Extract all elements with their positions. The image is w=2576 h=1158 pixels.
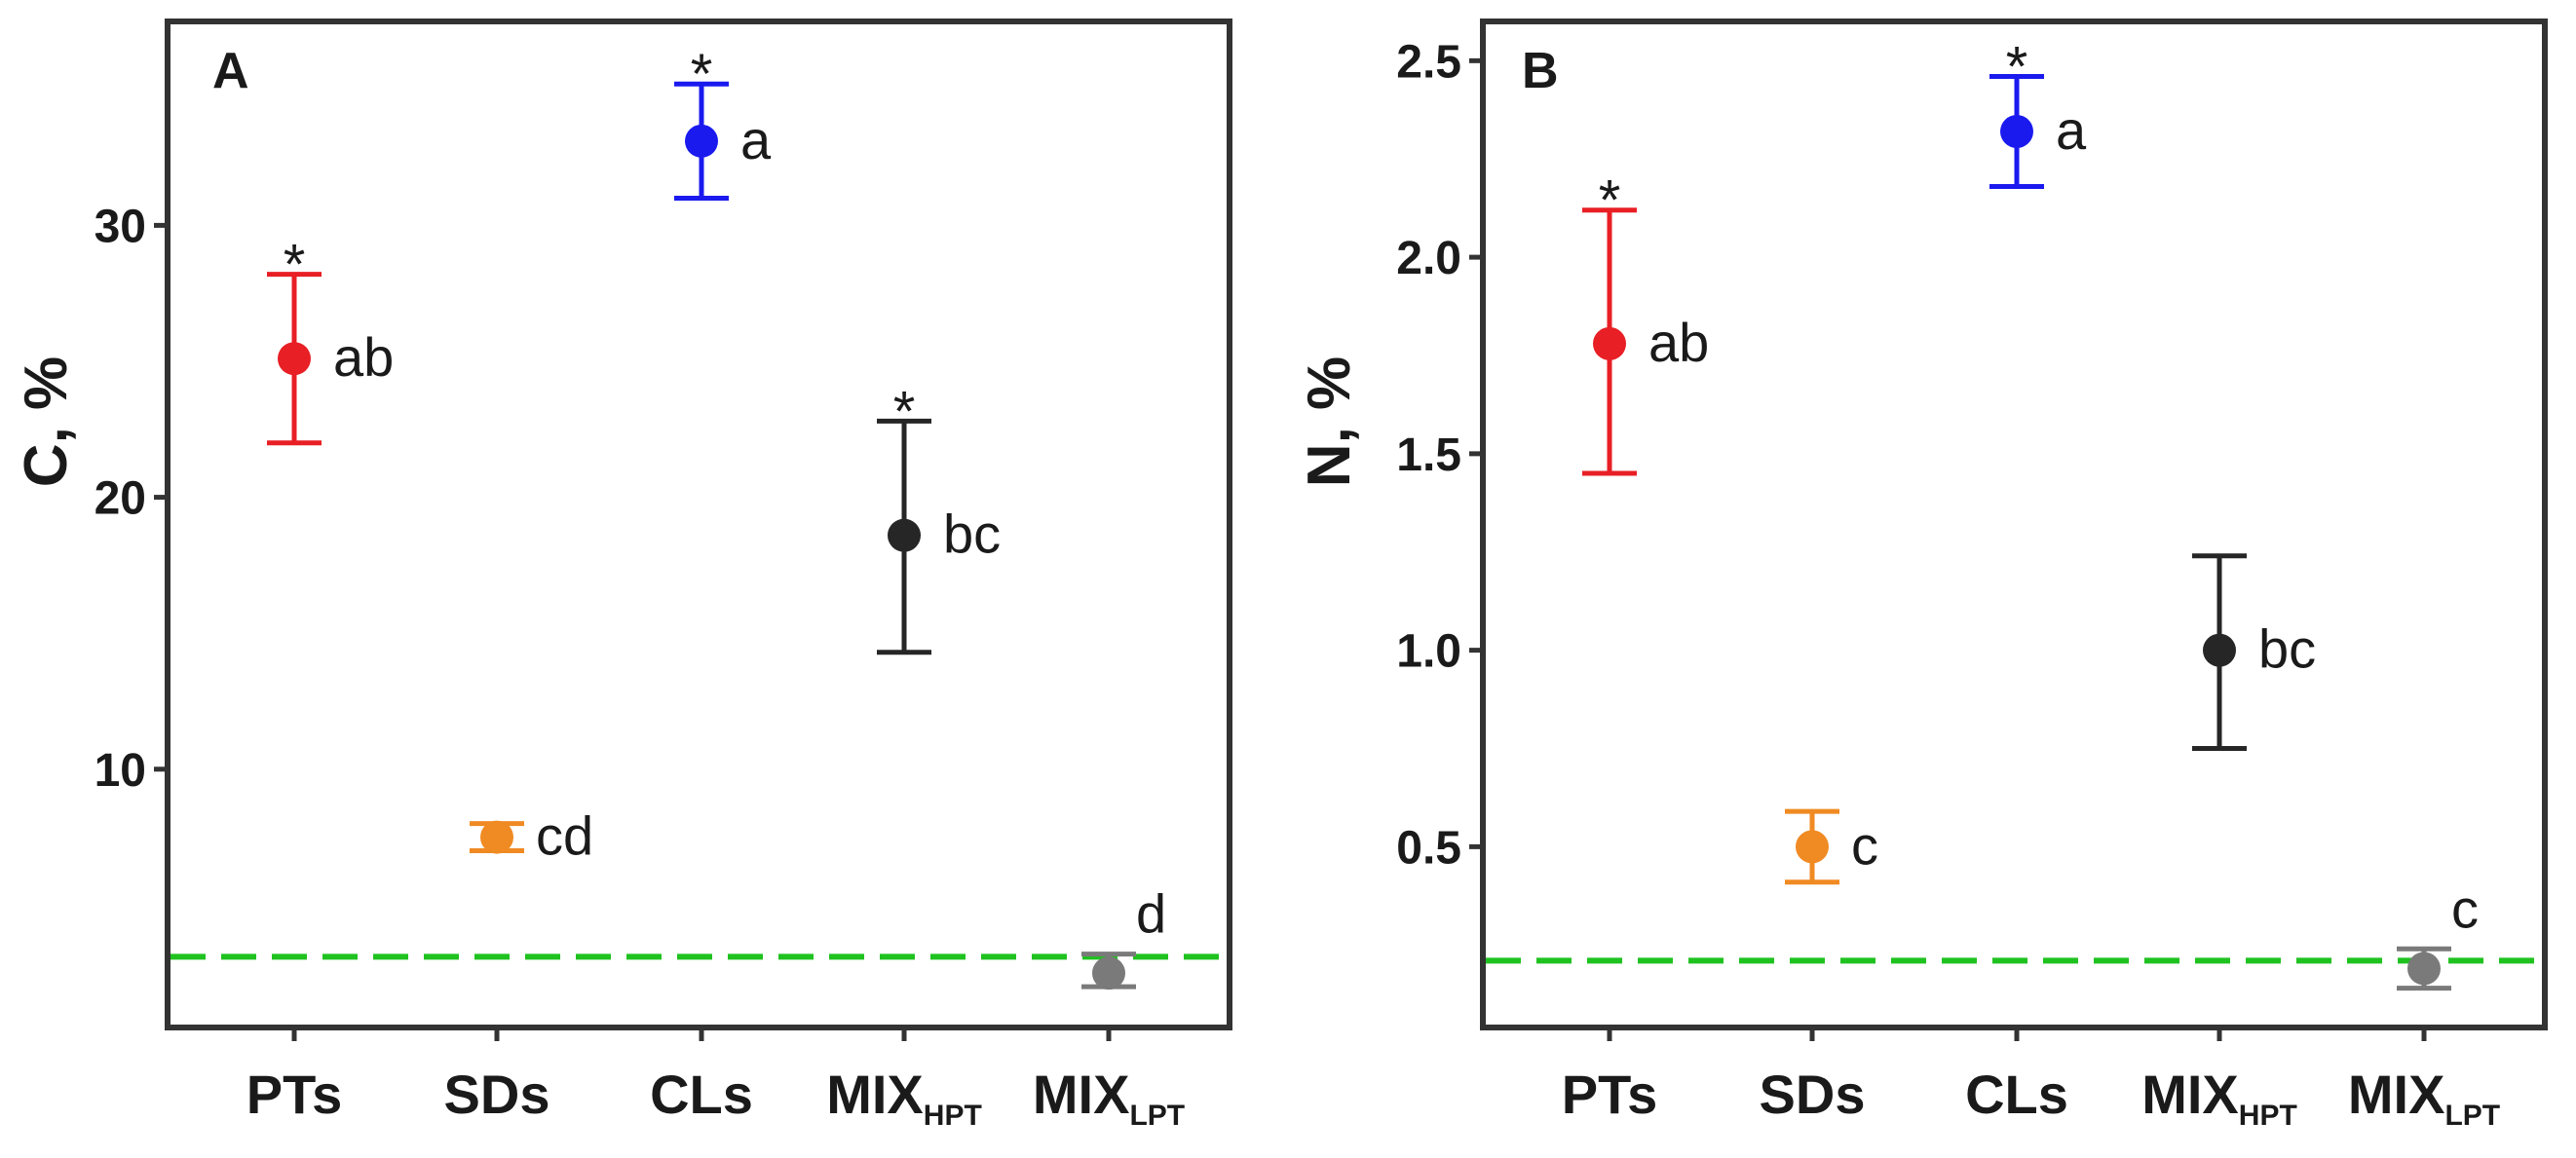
data-point [2407,952,2441,986]
group-letter-label: a [740,109,772,170]
x-tick-label: MIXLPT [2348,1064,2500,1132]
data-point [685,124,718,158]
y-tick-label: 10 [95,745,146,797]
data-point-group: * bc [877,380,1001,655]
data-point [480,820,513,854]
x-tick-label: SDs [444,1064,550,1125]
data-point-group: bc [2192,553,2316,752]
data-point [2000,114,2033,148]
significance-star: * [284,234,306,297]
y-tick-label: 30 [95,201,146,252]
group-letter-label: c [1851,814,1878,876]
significance-star: * [2006,35,2028,98]
x-tick-label-subscript: HPT [2239,1100,2297,1132]
y-tick-label: 2.5 [1396,36,1461,88]
data-point [278,342,311,376]
y-tick-label: 1.0 [1396,626,1461,678]
data-point [888,518,921,552]
x-tick-label: MIXHPT [826,1064,982,1132]
data-point [2203,633,2236,667]
x-tick-label: SDs [1760,1064,1866,1125]
group-letter-label: cd [536,805,593,867]
data-point-group: * ab [1582,169,1709,476]
y-axis-label: N, % [1296,356,1363,487]
y-tick-label: 0.5 [1396,822,1461,874]
group-letter-label: ab [1648,312,1709,373]
data-point-group: cd [470,805,593,867]
data-point [1796,830,1829,864]
data-point-group: *a [674,43,772,201]
panel-label: B [1522,43,1559,99]
x-tick-label: CLs [650,1064,753,1125]
group-letter-label: a [2056,99,2087,161]
y-tick-label: 2.0 [1396,233,1461,284]
group-letter-label: d [1136,883,1166,945]
y-tick-label: 20 [95,473,146,525]
x-tick-label-subscript: HPT [924,1100,982,1132]
plot-frame [165,19,1232,1030]
x-tick-label-subscript: LPT [1129,1100,1185,1132]
x-tick-label: MIXHPT [2141,1064,2297,1132]
x-tick-label: MIXLPT [1033,1064,1185,1132]
significance-star: * [1599,169,1621,233]
x-tick-label: PTs [246,1064,343,1125]
panel-label: A [212,43,249,99]
y-tick-label: 1.5 [1396,430,1461,481]
data-point [1593,326,1626,360]
data-point-group: *a [1989,35,2087,189]
y-axis-label: C, % [13,356,80,487]
x-tick-label-subscript: LPT [2444,1100,2500,1132]
x-tick-label: PTs [1562,1064,1658,1125]
significance-star: * [893,380,916,443]
group-letter-label: ab [333,326,394,388]
group-letter-label: bc [2258,618,2316,680]
data-point-group: * ab [267,234,394,446]
data-point [1092,956,1125,990]
group-letter-label: c [2451,878,2479,939]
data-point-group: d [1081,883,1166,990]
group-letter-label: bc [943,504,1001,565]
significance-star: * [691,43,713,106]
data-point-group: c [2397,878,2479,991]
x-tick-label: CLs [1965,1064,2068,1125]
data-point-group: c [1785,808,1878,885]
chart-panel-b: B N, % 0.5 1.0 1.5 2.0 2.5 PTs SDs CLs MIXHPT MIXLP… [1296,19,2548,1132]
plot-frame [1480,19,2548,1030]
